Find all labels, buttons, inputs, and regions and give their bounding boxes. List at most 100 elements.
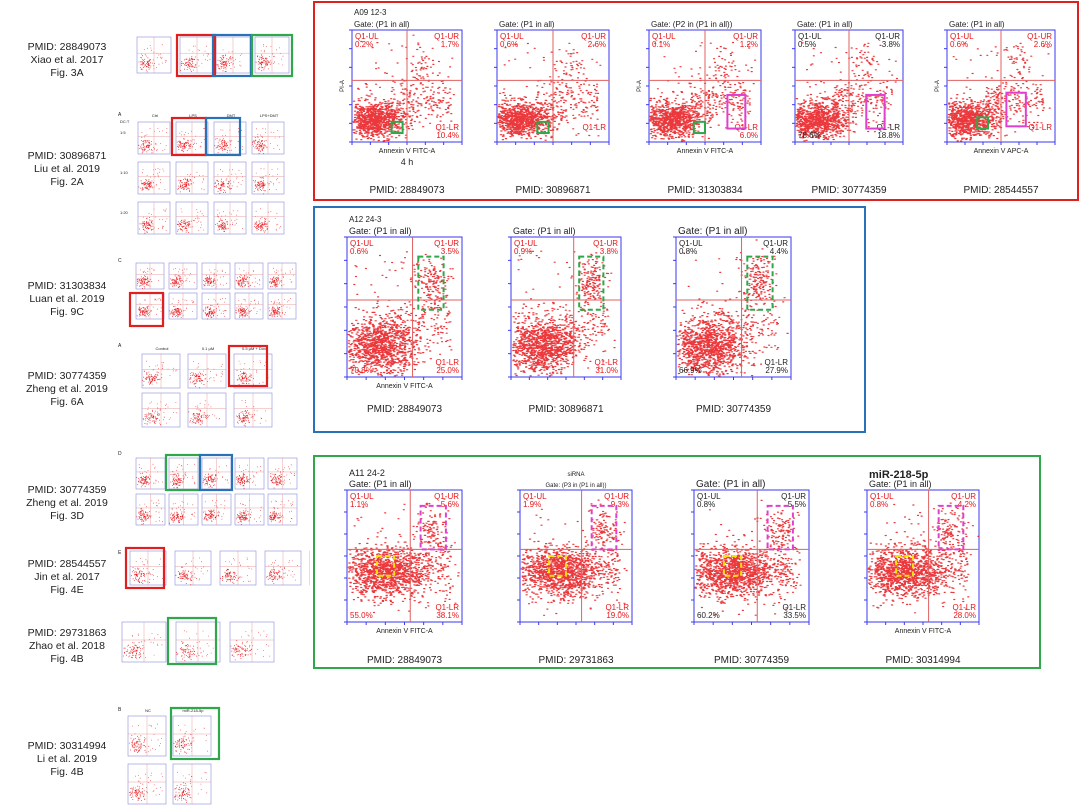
q1-ur-value: 2.6% [588, 40, 606, 49]
thumb-dots [215, 209, 243, 232]
green-dashed-gate [417, 255, 445, 311]
q1-ul-label: Q1-UL [950, 32, 974, 41]
thumb-panel-letter: E [118, 550, 122, 556]
magenta-gate [726, 93, 747, 130]
q1-ll-value: 55.0% [350, 611, 373, 620]
q1-ul-value: 0.8% [697, 500, 715, 509]
gate-label: Gate: (P1 in all) [696, 479, 765, 490]
q1-ur-label: Q1-UR [434, 492, 459, 501]
thumb-panel-letter: B [118, 707, 122, 713]
plot-caption: PMID: 28849073 [367, 655, 442, 666]
highlight-red [175, 33, 217, 78]
ref-fig: Fig. 4E [50, 584, 84, 596]
ref-pmid: PMID: 28849073 [27, 41, 107, 53]
thumb-row-label: 1:20 [120, 210, 129, 215]
thumbnail-plot [267, 292, 297, 320]
thumb-dots [136, 499, 163, 525]
cytometry-dots [512, 250, 616, 377]
magenta-dashed-gate [766, 504, 794, 551]
ref-xiao-2017: PMID: 28849073 Xiao et al. 2017 Fig. 3A [12, 41, 122, 80]
q1-ur-label: Q1-UR [434, 239, 459, 248]
thumbnail-plot [201, 292, 231, 320]
q1-ul-label: Q1-UL [350, 239, 374, 248]
q1-ul-value: 0.6% [350, 247, 368, 256]
y-axis-label: PI-A [935, 80, 941, 92]
thumbnail-plot [168, 262, 198, 290]
q1-ur-label: Q1-UR [581, 32, 606, 41]
highlight-red [227, 344, 269, 388]
ref-liu-2019: PMID: 30896871 Liu et al. 2019 Fig. 2A [12, 150, 122, 189]
ref-zheng-2019-3d: PMID: 30774359 Zheng et al. 2019 Fig. 3D [12, 484, 122, 523]
thumbnail-plot [175, 121, 209, 155]
q1-ur-label: Q1-UR [763, 239, 788, 248]
q1-ur-value: 2.6% [1034, 40, 1052, 49]
thumbnail-plot [213, 161, 247, 195]
thumb-col-header: LPS [189, 113, 197, 118]
plot-caption: PMID: 28849073 [367, 404, 442, 415]
q1-lr-value: 18.8% [877, 131, 900, 140]
q1-ul-label: Q1-UL [355, 32, 379, 41]
q1-ur-label: Q1-UR [434, 32, 459, 41]
thumbnail-plot [175, 621, 221, 663]
thumb-col-header: Control [156, 346, 169, 351]
ref-zhao-2018: PMID: 29731863 Zhao et al. 2018 Fig. 4B [12, 627, 122, 666]
q1-ul-value: 0.8% [679, 247, 697, 256]
highlight-blue [204, 116, 242, 157]
thumbnail-plot [201, 262, 231, 290]
thumbnail-plot [168, 493, 199, 526]
cytometry-dots [520, 499, 628, 616]
ref-fig: Fig. 3A [50, 67, 84, 79]
plot-caption: PMID: 30896871 [515, 185, 590, 196]
q1-lr-label: Q1-LR [582, 123, 606, 132]
thumbnail-plot [172, 715, 212, 757]
thumbnail-plot [137, 121, 171, 155]
q1-lr-label: Q1-LR [435, 603, 459, 612]
q1-ul-label: Q1-UL [798, 32, 822, 41]
x-axis-label: Annexin V FITC-A [376, 628, 433, 635]
magenta-gate [1005, 91, 1027, 128]
q1-ur-value: 4.2% [958, 500, 976, 509]
thumbnail-plot [187, 353, 227, 389]
ref-fig: Fig. 4B [50, 653, 84, 665]
thumb-col-header: Ctrl [152, 113, 158, 118]
ref-pmid: PMID: 30774359 [27, 484, 107, 496]
thumb-dots [136, 267, 159, 289]
magenta-dashed-gate [419, 504, 447, 551]
thumbnail-plot [251, 161, 285, 195]
q1-ul-value: 0.1% [652, 40, 670, 49]
q1-ur-value: 1.2% [740, 40, 758, 49]
thumb-col-header: 0.1 μM [202, 346, 214, 351]
thumbnail-plot [233, 392, 273, 428]
thumbnail-plot [254, 36, 290, 74]
q1-ul-label: Q1-UL [697, 492, 721, 501]
thumbnail-plot [137, 161, 171, 195]
thumb-dots [176, 630, 216, 662]
green-dashed-gate [746, 255, 774, 311]
q1-ur-label: Q1-UR [593, 239, 618, 248]
green-gate [692, 120, 706, 135]
thumb-dots [138, 168, 166, 191]
green-dashed-gate [578, 255, 605, 311]
thumb-dots [138, 44, 167, 73]
q1-ur-value: 5.6% [441, 500, 459, 509]
q1-ul-value: 1.1% [350, 500, 368, 509]
ref-pmid: PMID: 30896871 [27, 150, 107, 162]
yellow-dashed-gate [722, 555, 743, 577]
magenta-gate [865, 93, 886, 130]
thumb-dots [216, 49, 243, 72]
thumb-dots [202, 465, 229, 488]
thumb-dots [142, 401, 177, 426]
thumbnail-plot [215, 36, 251, 74]
plot-header: A09 12-3 [354, 8, 387, 17]
ref-fig: Fig. 6A [50, 396, 84, 408]
thumbnail-plot [179, 36, 215, 74]
thumb-col-header: LPS+DMT [260, 113, 279, 118]
cytometry-plot: Q1-UL0.6% Q1-UR2.6% Q1-LR Gate: (P1 in all)… [935, 20, 1056, 196]
highlight-green [169, 706, 221, 761]
